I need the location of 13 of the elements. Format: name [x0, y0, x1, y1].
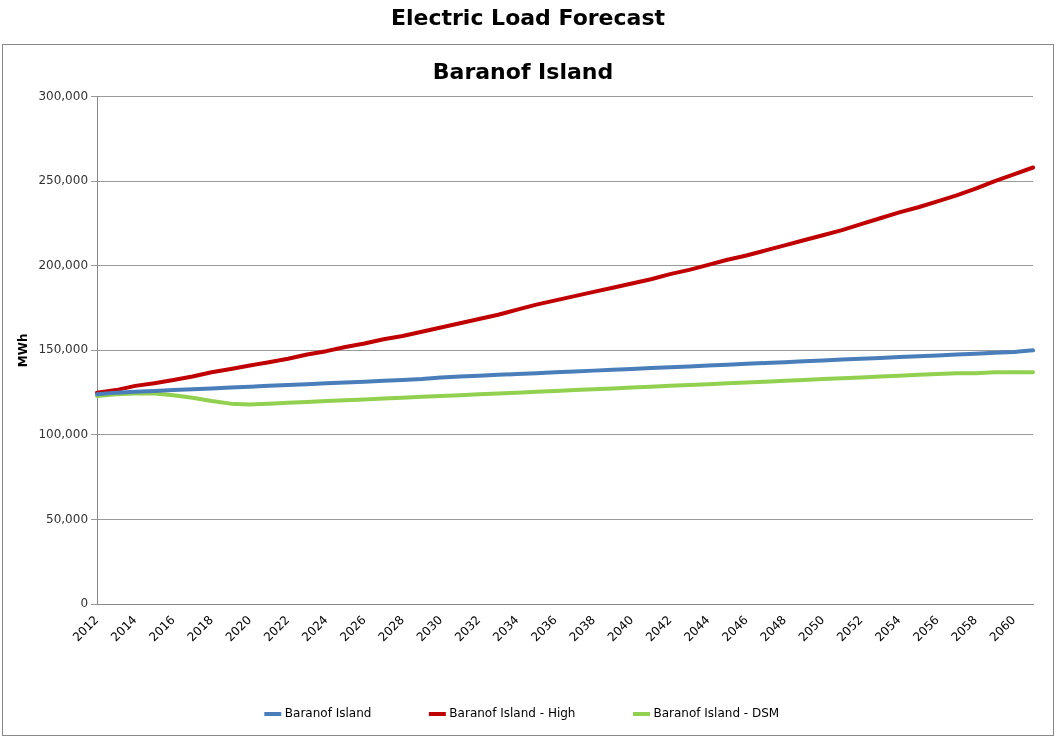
y-tick-label: 50,000 [46, 511, 89, 526]
y-axis-title: MWh [16, 333, 31, 368]
y-tick-label: 250,000 [38, 173, 89, 188]
y-tick-label: 100,000 [38, 427, 89, 442]
legend-label: Baranof Island - High [449, 706, 576, 721]
y-tick-label: 150,000 [38, 342, 89, 357]
chart-subtitle: Baranof Island [432, 58, 614, 84]
y-tick-label: 200,000 [38, 257, 89, 272]
chart-title: Electric Load Forecast [389, 4, 666, 32]
legend-label: Baranof Island - DSM [653, 706, 780, 721]
y-tick-label: 300,000 [38, 88, 89, 103]
legend-label: Baranof Island [284, 706, 372, 721]
y-tick-label: 0 [80, 596, 89, 611]
